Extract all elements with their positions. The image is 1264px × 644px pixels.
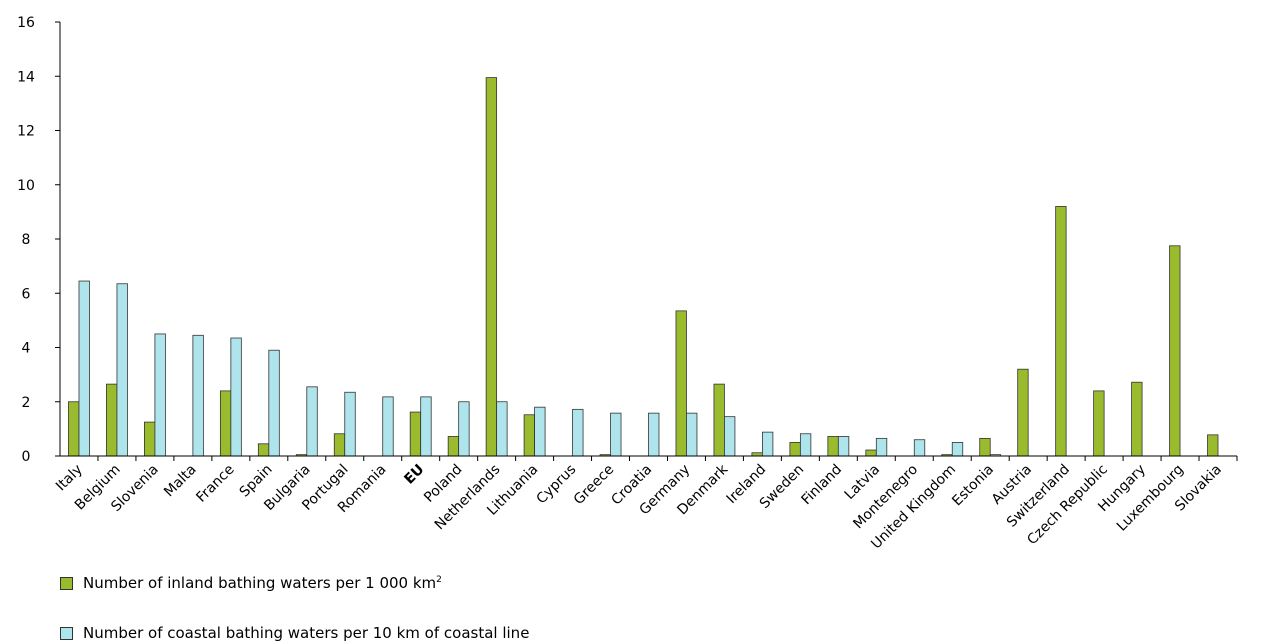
legend-label-coastal: Number of coastal bathing waters per 10 … [83, 624, 530, 642]
bar-coastal [420, 396, 432, 457]
bar-inland [979, 437, 991, 457]
bar-coastal [913, 439, 926, 457]
bar-inland [106, 383, 118, 457]
x-tick-label: France [193, 462, 237, 506]
bar-coastal [116, 283, 128, 457]
bar-coastal [724, 416, 736, 457]
y-tick-label: 0 [22, 449, 31, 465]
bar-inland [713, 383, 725, 457]
bar-inland [447, 436, 460, 457]
y-tick-label: 14 [17, 69, 35, 85]
bar-coastal [192, 334, 204, 457]
bar-inland [485, 77, 498, 457]
y-tick-label: 16 [17, 15, 35, 31]
y-tick-label: 8 [22, 232, 31, 248]
bars [68, 77, 1219, 457]
bar-inland [1093, 390, 1105, 457]
bar-inland [1207, 434, 1219, 457]
bar-inland [865, 449, 877, 457]
x-tick-label: Estonia [949, 462, 997, 510]
y-tick-label: 4 [22, 341, 31, 357]
bar-coastal [78, 280, 90, 457]
bar-inland [1017, 368, 1029, 457]
x-tick-label: Greece [571, 462, 618, 509]
legend-label-inland: Number of inland bathing waters per 1 00… [83, 574, 442, 592]
bar-inland [1169, 245, 1181, 457]
bar-inland [1055, 206, 1067, 457]
bar-inland [827, 436, 839, 457]
bar-coastal [610, 412, 622, 457]
bar-inland [333, 433, 346, 457]
x-tick-label: Cyprus [534, 462, 580, 508]
bar-inland [409, 411, 422, 457]
y-tick-label: 6 [22, 286, 31, 302]
bar-inland [144, 421, 156, 457]
bar-coastal [837, 436, 850, 457]
bar-inland [789, 442, 801, 457]
bar-coastal [382, 396, 394, 457]
legend-item-inland: Number of inland bathing waters per 1 00… [60, 574, 442, 592]
bar-inland [219, 390, 232, 457]
bar-inland [523, 414, 535, 457]
bar-coastal [951, 442, 964, 457]
bar-coastal [154, 333, 166, 457]
bar-inland [1131, 381, 1143, 457]
y-axis: 0 2 4 6 8 10 12 14 16 [17, 15, 61, 465]
legend-item-coastal: Number of coastal bathing waters per 10 … [60, 624, 529, 642]
bar-coastal [686, 412, 698, 457]
bar-inland [257, 443, 270, 457]
bar-coastal [458, 401, 470, 457]
bar-coastal [799, 433, 812, 457]
x-tick-label: EU [401, 462, 427, 488]
legend-swatch-coastal [60, 626, 73, 640]
x-tick-label: Finland [798, 462, 845, 509]
legend-swatch-inland [60, 576, 73, 590]
bar-coastal [534, 406, 546, 457]
bar-coastal [648, 412, 660, 457]
y-tick-label: 2 [22, 395, 31, 411]
y-tick-label: 12 [17, 124, 35, 140]
x-tick-label: Italy [53, 462, 86, 495]
bar-coastal [306, 386, 318, 457]
bar-coastal [572, 408, 584, 457]
bar-coastal [762, 431, 774, 457]
bar-inland [68, 401, 80, 457]
y-tick-label: 10 [17, 178, 35, 194]
bar-coastal [268, 349, 280, 457]
bar-inland [675, 310, 687, 457]
bar-coastal [344, 391, 356, 457]
bar-coastal [230, 337, 242, 457]
bar-coastal [875, 437, 888, 457]
bar-coastal [496, 401, 508, 457]
